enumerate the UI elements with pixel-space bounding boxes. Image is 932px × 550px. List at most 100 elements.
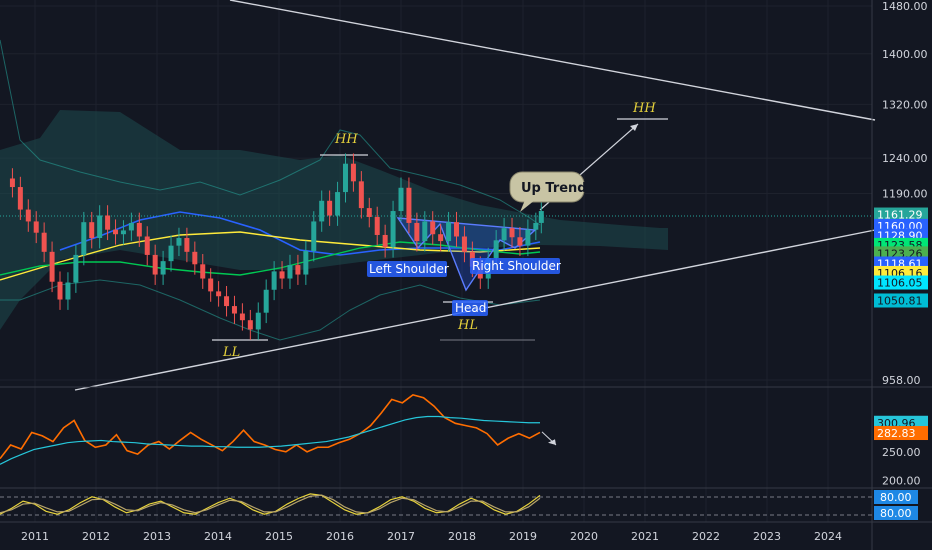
- candle: [525, 229, 531, 246]
- oscillator-pane: [0, 393, 557, 465]
- price-axis-label: 958.00: [882, 374, 921, 387]
- time-axis-label: 2020: [570, 530, 598, 543]
- stoch-price-tag-label: 80.00: [880, 491, 912, 504]
- candle: [509, 228, 515, 238]
- candle: [200, 264, 206, 279]
- candle: [65, 282, 71, 300]
- price-axis-label: 1320.00: [882, 98, 928, 111]
- osc-price-tag: [874, 426, 928, 441]
- candle: [319, 200, 325, 222]
- candle: [216, 291, 222, 297]
- candle: [144, 236, 150, 255]
- candle: [208, 278, 214, 292]
- candle: [287, 265, 293, 279]
- price-axis-label: 1400.00: [882, 48, 928, 61]
- price-axis-label: 1240.00: [882, 152, 928, 165]
- bollinger-upper: [0, 39, 541, 226]
- candle: [438, 234, 444, 242]
- candle: [271, 271, 277, 290]
- candle: [255, 312, 261, 330]
- candle: [89, 222, 95, 239]
- right-shoulder-label: Right Shoulder: [472, 259, 561, 273]
- osc-down-arrowhead: [548, 439, 556, 445]
- hh-top-label: HH: [334, 132, 358, 147]
- candle: [25, 209, 31, 222]
- time-axis-label: 2019: [509, 530, 537, 543]
- price-axis-label: 1190.00: [882, 188, 928, 201]
- candle: [430, 221, 436, 235]
- candle: [152, 254, 158, 275]
- candle: [9, 178, 15, 188]
- price-tag: [874, 293, 928, 308]
- candle: [327, 200, 333, 216]
- candle: [239, 313, 245, 321]
- candle: [128, 222, 134, 231]
- candle: [350, 163, 356, 182]
- stochastic-line: [0, 494, 541, 514]
- candle: [57, 281, 63, 300]
- candle: [366, 208, 372, 217]
- time-axis-label: 2018: [448, 530, 476, 543]
- candle: [17, 187, 23, 210]
- up-trend-callout: [509, 171, 585, 203]
- candle: [105, 215, 111, 230]
- time-axis-label: 2024: [814, 530, 842, 543]
- candle: [538, 211, 544, 223]
- stochastic-line: [0, 493, 541, 515]
- candle: [41, 232, 47, 252]
- hl-label: HL: [457, 318, 478, 333]
- time-axis-label: 2014: [204, 530, 232, 543]
- candle: [374, 216, 380, 235]
- candle: [224, 296, 230, 307]
- price-tag-label: 1106.05: [877, 277, 923, 290]
- ichimoku-cloud: [0, 110, 668, 330]
- candle: [382, 234, 388, 248]
- price-axis: 1480.00 1400.00 1320.00 1240.00 1190.00 958.0…: [882, 0, 928, 387]
- candle: [247, 320, 253, 330]
- candle: [454, 222, 460, 237]
- candle: [295, 265, 301, 275]
- time-axis-label: 2013: [143, 530, 171, 543]
- candle: [97, 215, 103, 239]
- time-axis-label: 2012: [82, 530, 110, 543]
- stochastic-pane: 80.00 80.00: [0, 490, 918, 520]
- time-axis-label: 2017: [387, 530, 415, 543]
- candle: [120, 230, 126, 235]
- candle: [311, 221, 317, 252]
- price-tag: [874, 275, 928, 290]
- candle: [358, 181, 364, 209]
- candle: [279, 271, 285, 279]
- osc-axis-label: 200.00: [882, 474, 921, 487]
- candle: [390, 211, 396, 248]
- candle: [49, 251, 55, 282]
- candle: [176, 238, 182, 246]
- candle: [303, 251, 309, 275]
- candle: [398, 187, 404, 212]
- candle: [335, 192, 341, 216]
- price-tag-label: 1161.29: [877, 209, 923, 222]
- head-badge: [452, 300, 488, 316]
- candle: [184, 238, 190, 252]
- hh-target-label: HH: [632, 101, 656, 116]
- candle: [342, 163, 348, 193]
- price-tag-label: 1050.81: [877, 294, 923, 307]
- candle: [501, 228, 507, 241]
- price-tag: [874, 207, 928, 222]
- candle: [160, 261, 166, 275]
- ll-label: LL: [222, 345, 240, 360]
- osc-price-tag-label: 282.83: [877, 427, 916, 440]
- candle: [493, 240, 499, 259]
- price-tags: 1161.291160.001128.901123.581123.261118.…: [874, 207, 928, 308]
- candle: [446, 222, 452, 242]
- oscillator-line: [0, 415, 540, 465]
- up-trend-label: Up Trend: [521, 181, 587, 196]
- left-shoulder-label: Left Shoulder: [369, 262, 449, 276]
- up-trend-arrowhead: [630, 124, 638, 131]
- time-axis-label: 2022: [692, 530, 720, 543]
- candle: [81, 222, 87, 255]
- candle: [113, 229, 119, 235]
- right-shoulder-badge: [470, 258, 560, 274]
- head-label: Head: [455, 301, 486, 315]
- grid: [0, 0, 872, 522]
